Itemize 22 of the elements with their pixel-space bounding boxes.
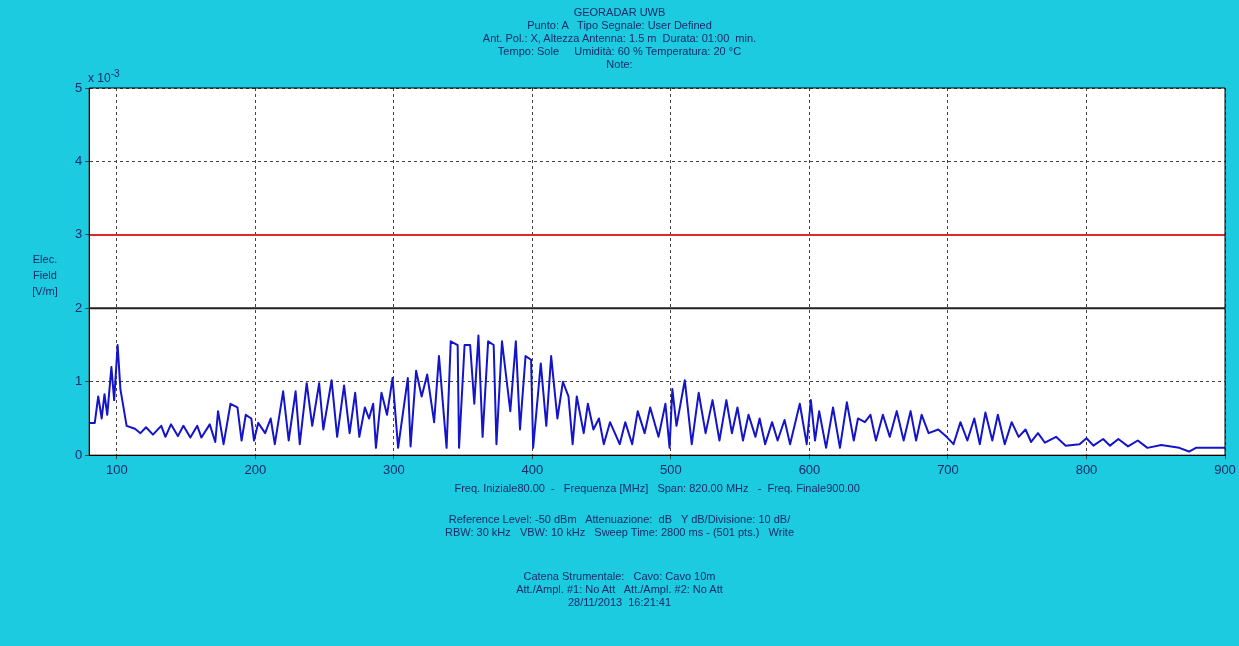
x-tick-label: 600: [798, 461, 821, 477]
x-tick-label: 200: [244, 461, 267, 477]
x-tick-label: 300: [383, 461, 405, 477]
y-tick-label: 2: [75, 299, 83, 315]
x-tick-label: 800: [1075, 461, 1098, 477]
y-tick-label: 0: [75, 446, 83, 462]
y-tick-label: 5: [75, 79, 83, 95]
x-tick-label: 400: [521, 461, 544, 477]
x-tick-label: 900: [1214, 461, 1236, 477]
x-tick-label: 700: [937, 461, 959, 477]
chart-subtitle: Punto: A Tipo Segnale: User Defined Ant. Pol.: X, Altezza Antenna: 1.5 m Durata: 01:00 min. Tempo: Sole Umidità: 60 % Temperatura: 20 °C Note:: [482, 19, 757, 70]
x-tick-label: 500: [660, 461, 682, 477]
text: Reference Level: -50 dBm Attenuazione: dB Y dB/Divisione: 10 dB/ RBW: 30 kHz VBW: 10 kHz Sweep Time: 2800 ms - (501 pts.) Write: [443, 513, 796, 539]
chart-title: GEORADAR UWB: [572, 6, 667, 19]
x-axis-title: Freq. Iniziale80.00 - Frequenza [MHz] Span: 820.00 MHz - Freq. Finale900.00: [454, 482, 860, 495]
y-tick-label: 4: [75, 153, 83, 169]
y-tick-label: 3: [75, 226, 83, 242]
y-axis-title: Elec. Field [V/m]: [31, 252, 59, 299]
text: Catena Strumentale: Cavo: Cavo 10m Att./Ampl. #1: No Att Att./Ampl. #2: No Att 28/11/2013 16:21:41: [515, 570, 724, 609]
x-tick-label: 100: [106, 461, 128, 477]
text: x 10$^{-3}$: [88, 68, 120, 85]
y-tick-label: 1: [75, 373, 83, 389]
